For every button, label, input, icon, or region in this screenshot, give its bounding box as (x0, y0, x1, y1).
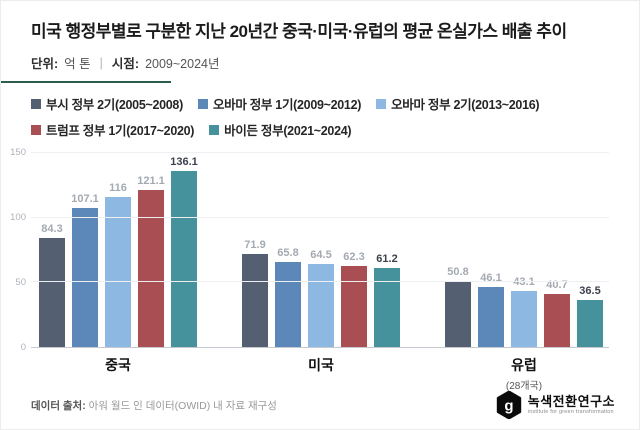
legend-label: 트럼프 정부 1기(2017~2020) (46, 124, 195, 138)
bar-groups: 84.3 107.1 116 121.1 136.1 중국 71.9 65.8 64.5 62.3… (31, 153, 609, 392)
legend-item: 트럼프 정부 1기(2017~2020) (31, 120, 194, 139)
bar-chart: 0 50 100 150 84.3 107.1 116 121.1 136.1 중국 71.9 65… (9, 148, 609, 392)
bar-column: 116 (105, 153, 131, 347)
bar-column: 136.1 (170, 153, 198, 347)
bar (72, 208, 98, 347)
y-tick-label: 0 (20, 342, 26, 353)
bar-column: 107.1 (71, 153, 99, 347)
gridline (31, 216, 609, 218)
org-name: 녹색전환연구소 (527, 393, 615, 409)
bar (275, 261, 301, 347)
bar-column: 65.8 (275, 153, 301, 347)
bar (374, 267, 400, 347)
bar-value-label: 62.3 (343, 251, 365, 264)
legend-swatch-icon (197, 98, 208, 109)
y-axis: 0 50 100 150 (9, 148, 31, 353)
legend-label: 오바마 정부 1기(2009~2012) (212, 98, 362, 112)
category-label: 중국 (105, 355, 131, 375)
bar-column: 71.9 (242, 153, 268, 347)
bar-column: 50.8 (445, 153, 471, 347)
legend-swatch-icon (31, 98, 41, 109)
bar-value-label: 71.9 (244, 239, 266, 252)
bar-value-label: 40.7 (546, 279, 568, 292)
bar-value-label: 64.5 (310, 248, 332, 261)
y-tick-label: 50 (15, 277, 26, 289)
category-name: 유럽 (511, 357, 537, 373)
source-label: 데이터 출처: (31, 399, 86, 412)
category-label: 미국 (308, 355, 334, 375)
bar (242, 254, 268, 347)
bar (138, 190, 164, 347)
bar-value-label: 46.1 (480, 272, 502, 285)
bar-column: 40.7 (544, 153, 570, 347)
legend-item: 오바마 정부 2기(2013~2016) (376, 94, 540, 113)
bar-column: 84.3 (39, 153, 65, 347)
bar-group-1: 84.3 107.1 116 121.1 136.1 중국 (39, 153, 198, 373)
bar-value-label: 107.1 (71, 193, 99, 206)
bar (308, 263, 334, 347)
bar-column: 36.5 (577, 153, 603, 347)
bar-group-2: 71.9 65.8 64.5 62.3 61.2 미국 (242, 153, 400, 373)
bar (341, 266, 367, 347)
bar-value-label: 136.1 (170, 155, 198, 168)
bar-group-3: 50.8 46.1 43.1 40.7 36.5 유럽 (28개국) (445, 153, 603, 392)
legend-label: 부시 정부 2기(2005~2008) (46, 98, 183, 112)
unit-label: 단위: (31, 57, 59, 71)
bar (577, 299, 603, 347)
page-title: 미국 행정부별로 구분한 지난 20년간 중국·미국·유럽의 평균 온실가스 배… (31, 22, 567, 41)
data-source: 데이터 출처: 아워 월드 인 데이터(OWID) 내 자료 재구성 (31, 398, 277, 413)
y-tick-label: 100 (10, 212, 26, 224)
bar-value-label: 84.3 (41, 222, 63, 235)
header-rule (1, 81, 171, 83)
period-value: 2009~2024년 (145, 57, 220, 71)
bar (171, 170, 197, 347)
bar (478, 287, 504, 347)
meta-separator: | (99, 55, 103, 70)
gridline (31, 281, 609, 283)
legend-item: 바이든 정부(2021~2024) (209, 120, 352, 139)
bar-column: 43.1 (511, 153, 537, 347)
category-note: (28개국) (505, 381, 543, 392)
category-label: 유럽 (28개국) (506, 355, 542, 392)
y-tick-label: 150 (10, 147, 26, 158)
legend-item: 오바마 정부 1기(2009~2012) (197, 94, 362, 113)
plot-area: 84.3 107.1 116 121.1 136.1 중국 71.9 65.8 64.5 62.3… (31, 152, 609, 392)
category-name: 미국 (308, 357, 334, 373)
period-label: 시점: (111, 57, 140, 71)
bar-value-label: 36.5 (579, 284, 601, 297)
legend-swatch-icon (376, 98, 387, 109)
bar-column: 61.2 (374, 153, 400, 347)
bar-value-label: 61.2 (376, 252, 398, 265)
chart-meta: 단위: 억 톤 | 시점: 2009~2024년 (31, 53, 609, 72)
source-text: 아워 월드 인 데이터(OWID) 내 자료 재구성 (88, 399, 277, 412)
bar (511, 291, 537, 347)
bar (544, 294, 570, 347)
bar-column: 64.5 (308, 153, 334, 347)
bar-column: 46.1 (478, 153, 504, 347)
org-subtitle: institute for green transformation (527, 408, 614, 415)
hexagon-logo-icon: g (496, 391, 521, 419)
bar-column: 121.1 (137, 153, 165, 347)
legend-label: 바이든 정부(2021~2024) (224, 124, 352, 138)
legend: 부시 정부 2기(2005~2008) 오바마 정부 1기(2009~2012) 오… (31, 94, 591, 139)
bar-column: 62.3 (341, 153, 367, 347)
legend-label: 오바마 정부 2기(2013~2016) (391, 98, 540, 112)
legend-swatch-icon (209, 124, 220, 135)
bar-value-label: 65.8 (277, 246, 299, 259)
bar-value-label: 50.8 (447, 266, 469, 279)
gridline (31, 152, 609, 153)
org-logo: g 녹색전환연구소 institute for green transforma… (496, 391, 615, 419)
bar (39, 237, 65, 347)
unit-value: 억 톤 (64, 57, 91, 71)
bar (105, 196, 131, 347)
bar-value-label: 116 (109, 181, 127, 194)
bar (445, 281, 471, 347)
legend-swatch-icon (31, 124, 41, 135)
logo-glyph: g (504, 398, 513, 415)
footer: 데이터 출처: 아워 월드 인 데이터(OWID) 내 자료 재구성 g 녹색전… (31, 391, 615, 419)
legend-item: 부시 정부 2기(2005~2008) (31, 94, 183, 113)
bar-value-label: 121.1 (137, 175, 165, 188)
category-name: 중국 (105, 357, 131, 373)
